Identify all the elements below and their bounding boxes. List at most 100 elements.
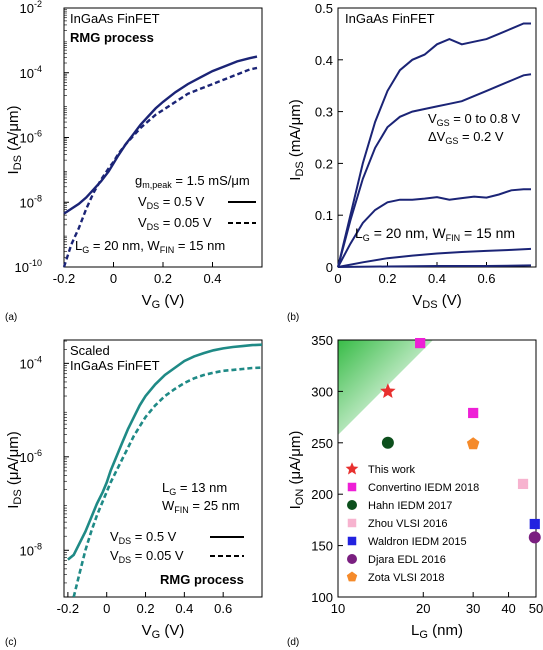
x-tick-label: -0.2 <box>53 271 75 286</box>
output-curve-4 <box>337 22 531 268</box>
y-tick-label: 200 <box>311 487 333 502</box>
label-subscript: GS <box>437 118 450 128</box>
legend-label-0.05V: VDS = 0.05 V <box>110 548 184 565</box>
x-tick-label: 0.4 <box>203 271 221 286</box>
x-tick-label: 20 <box>416 601 430 616</box>
output-curve-1 <box>337 247 532 268</box>
y-tick-base: 10 <box>20 131 34 146</box>
x-tick-label: 0 <box>334 271 341 286</box>
y-tick-label: 10-10 <box>15 258 42 275</box>
vgs-range: VGS = 0 to 0.8 V <box>428 111 520 128</box>
y-axis-symbol: I <box>5 505 22 509</box>
label-rest: (nm) <box>428 622 463 639</box>
label-rest: = 1.5 mS/μm <box>172 173 250 188</box>
output-curve-2 <box>337 188 531 268</box>
y-tick-exponent: -8 <box>34 193 42 203</box>
x-axis-symbol: V <box>142 622 152 639</box>
y-axis-symbol: I <box>287 505 304 509</box>
y-tick-label: 0.5 <box>315 1 333 16</box>
legend-marker-square <box>347 482 357 492</box>
x-axis-title: VDS (V) <box>412 292 461 311</box>
y-tick-base: 10 <box>20 543 34 558</box>
legend-label-0.5V: VDS = 0.5 V <box>110 529 177 546</box>
y-tick-label: 10-2 <box>20 0 42 16</box>
panel-label: (d) <box>287 637 299 648</box>
label-main: W <box>162 498 175 513</box>
y-tick-label: 300 <box>311 384 333 399</box>
legend-entry: Zhou VLSI 2016 <box>368 518 448 530</box>
x-tick-label: 0.4 <box>175 601 193 616</box>
legend-entry: Djara EDL 2016 <box>368 554 446 566</box>
data-point-circle <box>381 436 394 449</box>
panel-b: 0 0.2 0.4 0.6 0 0.1 0.2 0.3 0.4 0.5 InGaAs FinFET V… <box>287 1 537 323</box>
x-tick-label: 0.6 <box>477 271 495 286</box>
x-tick-label: 0 <box>103 601 110 616</box>
legend-entry: This work <box>368 464 416 476</box>
y-tick-base: 10 <box>15 260 29 275</box>
label-rest: = 25 nm <box>189 498 240 513</box>
panel-title: InGaAs FinFET <box>70 11 160 26</box>
y-tick-exponent: -4 <box>34 64 42 74</box>
w-value: = 15 nm <box>174 238 225 253</box>
label-rest: = 0 to 0.8 V <box>450 111 521 126</box>
y-tick-base: 10 <box>20 195 34 210</box>
series-line-dashed <box>62 66 258 268</box>
x-tick-label: 0.6 <box>214 601 232 616</box>
y-tick-label: 0 <box>326 260 333 275</box>
y-tick-exponent: -8 <box>34 541 42 551</box>
y-tick-base: 10 <box>20 66 34 81</box>
w-subscript: FIN <box>446 233 461 243</box>
label-subscript: G <box>169 487 176 497</box>
panel-d: 10 20 30 40 50 100 150 200 250 300 350 This work Con… <box>287 333 543 648</box>
x-axis-title: VG (V) <box>142 292 185 311</box>
label-subscript: G <box>152 299 161 311</box>
x-tick-label: 50 <box>529 601 543 616</box>
lg-subscript: G <box>363 233 370 243</box>
legend-marker-square <box>347 518 357 528</box>
label-rest: (mA/μm) <box>287 99 304 161</box>
label-rest: = 0.2 V <box>458 129 503 144</box>
y-tick-label: 10-8 <box>20 193 42 210</box>
y-tick-label: 100 <box>311 590 333 605</box>
label-main: V <box>138 215 147 230</box>
y-tick-label: 10-6 <box>20 129 42 146</box>
panel-label: (c) <box>5 637 17 648</box>
gate-length: LG = 13 nm <box>162 480 227 497</box>
x-axis-symbol: V <box>142 292 152 309</box>
panel-label: (b) <box>287 312 299 323</box>
series-line-solid <box>67 343 262 561</box>
label-rest: (V) <box>438 292 462 309</box>
vgs-step: ΔVGS = 0.2 V <box>428 129 504 146</box>
y-tick-label: 0.4 <box>315 53 333 68</box>
legend-marker-square <box>347 536 357 546</box>
label-main: V <box>110 548 119 563</box>
label-subscript: DS <box>422 299 437 311</box>
y-tick-label: 10-4 <box>20 64 42 81</box>
x-tick-label: 0.2 <box>378 271 396 286</box>
x-axis-title: VG (V) <box>142 622 185 641</box>
device-dimensions: LG = 20 nm, WFIN = 15 nm <box>355 225 515 243</box>
device-dimensions: LG = 20 nm, WFIN = 15 nm <box>75 238 225 255</box>
plot-frame <box>63 339 263 598</box>
label-rest: = 0.05 V <box>131 548 184 563</box>
label-rest: = 0.05 V <box>159 215 212 230</box>
legend-marker-star <box>345 462 359 475</box>
y-tick-label: 10-6 <box>20 448 42 465</box>
plot-frame <box>337 339 537 598</box>
label-main: V <box>428 111 437 126</box>
label-subscript: FIN <box>174 505 189 515</box>
legend-marker-circle <box>347 500 357 510</box>
panel-title: InGaAs FinFET <box>345 11 435 26</box>
label-subscript: G <box>419 629 428 641</box>
lg-value: = 20 nm, W <box>89 238 160 253</box>
x-tick-label: 0.2 <box>154 271 172 286</box>
legend-entry: Convertino IEDM 2018 <box>368 482 479 494</box>
y-tick-base: 10 <box>20 1 34 16</box>
x-tick-label: 10 <box>331 601 345 616</box>
y-tick-label: 10-4 <box>20 354 42 371</box>
legend-entry: Hahn IEDM 2017 <box>368 500 452 512</box>
label-rest: (A/μm) <box>5 106 22 155</box>
lg-symbol: L <box>355 225 363 241</box>
legend-entry: Zota VLSI 2018 <box>368 572 444 584</box>
